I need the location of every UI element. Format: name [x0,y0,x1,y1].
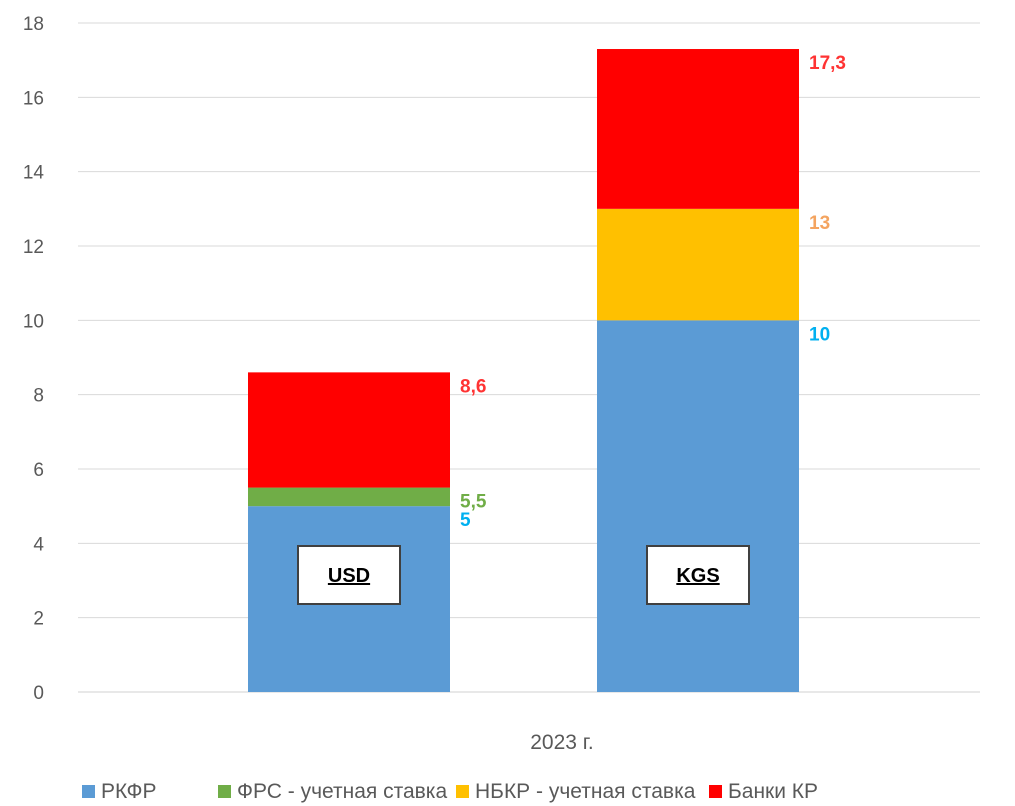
y-axis: 0 2 4 6 8 10 12 14 16 18 [23,14,45,704]
data-label: 5 [460,510,471,531]
y-tick-label: 6 [33,460,44,481]
legend-entry: Банки КР [728,780,818,803]
y-tick-label: 16 [23,88,44,109]
legend-entry: ФРС - учетная ставка [237,780,447,803]
y-tick-label: 14 [23,163,45,184]
currency-label-box [646,545,750,605]
y-tick-label: 12 [23,237,44,258]
y-tick-label: 0 [33,683,44,704]
legend-entry: РКФР [101,780,157,803]
data-label: 10 [809,324,830,345]
data-labels: 55,5 8,6 USD 10 13 17,3 KGS [297,53,846,605]
legend-entry: НБКР - учетная ставка [475,780,696,803]
bars [248,49,799,692]
data-label: 5,5 [460,492,487,513]
gridlines [78,22,980,693]
legend: РКФР ФРС - учетная ставка НБКР - учетная с… [82,780,818,803]
legend-swatch [218,785,231,798]
bar-segment [597,208,799,321]
data-label: 8,6 [460,376,486,397]
bar-segment [248,487,450,507]
y-tick-label: 10 [23,311,44,332]
currency-label: KGS [676,565,719,587]
bar-segment [248,372,450,488]
y-tick-label: 2 [33,609,44,630]
x-axis: 2023 г. [530,731,593,754]
legend-swatch [709,785,722,798]
legend-swatch [82,785,95,798]
bar-segment [597,320,799,692]
x-category-label: 2023 г. [530,731,593,754]
bar-segment [597,49,799,209]
data-label: 17,3 [809,53,846,74]
legend-swatch [456,785,469,798]
data-label: 13 [809,213,830,234]
y-tick-label: 4 [33,534,44,555]
currency-label: USD [328,565,370,587]
y-tick-label: 8 [33,386,44,407]
y-tick-label: 18 [23,14,44,35]
currency-label-box [297,545,401,605]
